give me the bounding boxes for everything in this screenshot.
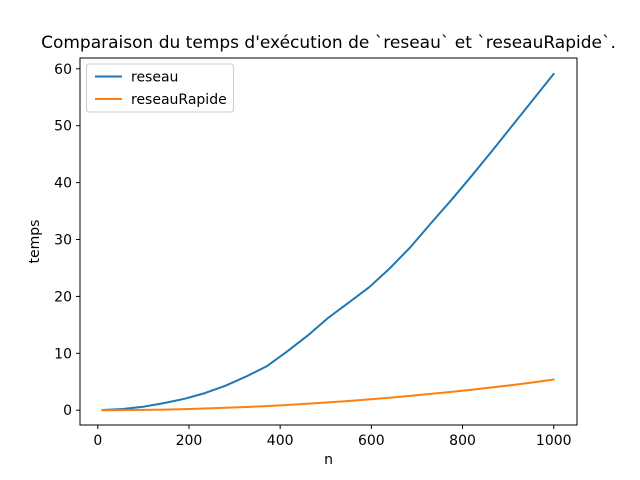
chart-title: Comparaison du temps d'exécution de `res… bbox=[41, 33, 616, 53]
legend: reseau reseauRapide bbox=[86, 63, 234, 113]
y-tick-label-0: 0 bbox=[63, 403, 72, 419]
x-tick-label-800: 800 bbox=[449, 433, 476, 449]
legend-box bbox=[86, 63, 234, 113]
series-lines bbox=[101, 72, 555, 412]
plot-area bbox=[79, 57, 578, 426]
x-tick-label-0: 0 bbox=[93, 433, 102, 449]
legend-label-reseauRapide: reseauRapide bbox=[131, 92, 227, 108]
y-tick-label-60: 60 bbox=[54, 62, 72, 78]
y-axis-label: temps bbox=[27, 220, 43, 264]
series-line-reseau bbox=[101, 72, 555, 411]
y-tick-label-40: 40 bbox=[54, 176, 72, 192]
x-axis-label: n bbox=[324, 452, 333, 468]
series-line-reseauRapide bbox=[101, 378, 555, 412]
y-tick-label-50: 50 bbox=[54, 119, 72, 135]
y-tick-label-30: 30 bbox=[54, 233, 72, 249]
y-tick-label-20: 20 bbox=[54, 289, 72, 305]
axis-ticks: 0 200 400 600 800 1000 0 10 20 30 40 50 60 bbox=[54, 62, 571, 449]
y-tick-label-10: 10 bbox=[54, 346, 72, 362]
x-tick-label-200: 200 bbox=[176, 433, 203, 449]
x-tick-label-600: 600 bbox=[358, 433, 385, 449]
legend-entries: reseau reseauRapide bbox=[95, 70, 227, 108]
x-tick-label-400: 400 bbox=[267, 433, 294, 449]
legend-label-reseau: reseau bbox=[131, 70, 178, 86]
x-tick-label-1000: 1000 bbox=[536, 433, 572, 449]
